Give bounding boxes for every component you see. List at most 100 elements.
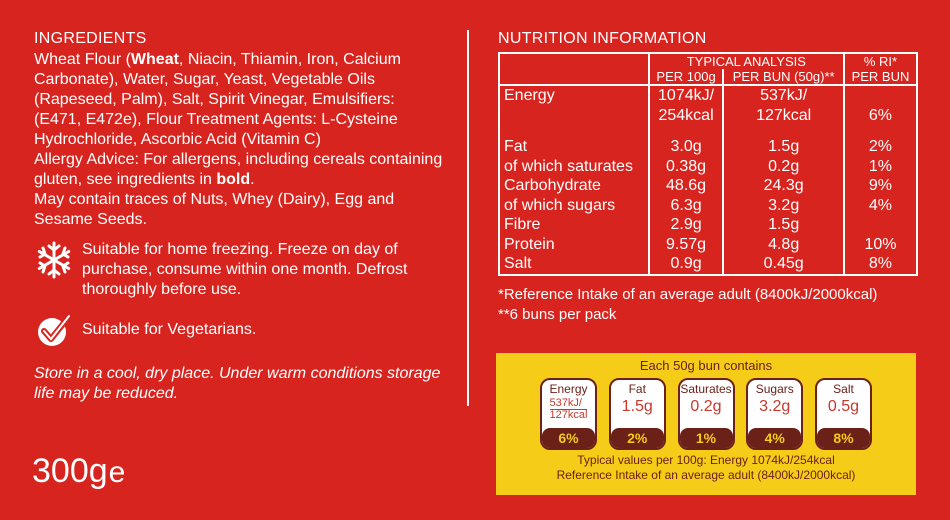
perbun-value: 0.2g <box>722 156 845 176</box>
per100-value: 2.9g <box>647 215 724 235</box>
per100-value: 0.9g <box>647 254 724 276</box>
gda-item-value: 537kJ/127kcal <box>549 397 588 421</box>
table-row: Fibre 2.9g 1.5g <box>498 215 919 235</box>
gda-footer-line: Typical values per 100g: Energy 1074kJ/2… <box>577 453 835 467</box>
gda-item-value-line: 537kJ/ <box>549 397 582 409</box>
gda-footer-line: Reference Intake of an average adult (84… <box>556 468 856 482</box>
gda-item-percent: 6% <box>542 428 595 448</box>
per100-value: 6.3g <box>647 195 724 215</box>
per100-header: PER 100g <box>647 69 724 85</box>
gda-item-value-line: 3.2g <box>759 398 791 415</box>
perbun-value: 0.45g <box>722 254 845 276</box>
per100-value: 254kcal <box>647 105 724 125</box>
pack-footnote: **6 buns per pack <box>498 305 617 323</box>
perbun-value: 127kcal <box>722 105 845 125</box>
allergy-text: Allergy Advice: For allergens, including… <box>34 151 443 188</box>
nutrient-label: Fibre <box>498 215 649 235</box>
gda-item-value-line: 1.5g <box>621 398 653 415</box>
panel-divider <box>467 30 469 406</box>
gda-item-percent: 8% <box>817 428 870 448</box>
gda-item-percent: 2% <box>610 428 664 448</box>
vegetarian-claim: Suitable for Vegetarians. <box>34 310 444 350</box>
nutrition-heading: NUTRITION INFORMATION <box>498 30 707 47</box>
gda-item-value: 0.2g <box>690 398 721 416</box>
ri-value: 4% <box>843 195 919 215</box>
allergy-bold: bold <box>216 171 251 188</box>
nutrient-label: of which saturates <box>498 156 649 176</box>
gda-item-saturates: Saturates 0.2g 1% <box>677 378 735 450</box>
gda-item-value: 0.5g <box>828 398 859 416</box>
table-row: Energy 1074kJ/ 537kJ/ <box>498 85 919 106</box>
gda-item-name: Energy <box>549 382 588 396</box>
ri-value: 2% <box>843 125 919 157</box>
estimated-sign: e <box>108 456 126 489</box>
per100-value: 9.57g <box>647 234 724 254</box>
front-of-pack-label: Each 50g bun contains Energy 537kJ/127kca… <box>496 353 916 495</box>
ingredients-text-part: Wheat Flour ( <box>34 51 131 68</box>
perbun-value: 3.2g <box>722 195 845 215</box>
nutrient-label: Energy <box>498 85 649 106</box>
gda-item-value: 1.5g <box>622 398 653 416</box>
gda-item-value-line: 0.2g <box>690 398 722 415</box>
gda-item-percent: 4% <box>748 428 802 448</box>
ri-value: 9% <box>843 176 919 196</box>
ri-footnote: *Reference Intake of an average adult (8… <box>498 285 878 303</box>
vegetarian-text: Suitable for Vegetarians. <box>82 321 257 338</box>
nutrient-label: Salt <box>498 254 649 276</box>
table-row: 254kcal 127kcal 6% <box>498 105 919 125</box>
typical-analysis-header: TYPICAL ANALYSIS <box>647 53 845 69</box>
nutrition-table: TYPICAL ANALYSIS % RI* PER 100g PER BUN … <box>498 52 919 276</box>
pack-weight: 300ge <box>32 452 125 491</box>
gda-row: Energy 537kJ/127kcal 6% Fat 1.5g 2% Saturates 0… <box>496 373 916 450</box>
storage-instructions: Store in a cool, dry place. Under warm c… <box>34 365 441 402</box>
table-row: Carbohydrate 48.6g 24.3g 9% <box>498 176 919 196</box>
snowflake-icon <box>37 241 71 279</box>
allergy-advice: Allergy Advice: For allergens, including… <box>34 150 444 190</box>
perbun-value: 537kJ/ <box>722 85 845 106</box>
nutrient-label <box>498 105 649 125</box>
gda-item-energy: Energy 537kJ/127kcal 6% <box>540 378 597 450</box>
gda-item-salt: Salt 0.5g 8% <box>815 378 872 450</box>
gda-item-value-line: 127kcal <box>549 409 588 421</box>
freezing-claim: Suitable for home freezing. Freeze on da… <box>34 240 444 300</box>
weight-value: 300g <box>32 452 108 490</box>
ri-perbun-header: PER BUN <box>843 69 919 85</box>
perbun-value: 4.8g <box>722 234 845 254</box>
nutrient-label: Protein <box>498 234 649 254</box>
gda-item-value-line: 0.5g <box>827 398 860 415</box>
gda-item-name: Sugars <box>755 382 794 396</box>
nutrition-panel: NUTRITION INFORMATION TYPICAL ANALYSIS %… <box>498 30 919 326</box>
perbun-value: 1.5g <box>722 125 845 157</box>
nutrient-label: of which sugars <box>498 195 649 215</box>
table-row: Protein 9.57g 4.8g 10% <box>498 234 919 254</box>
table-row: Fat 3.0g 1.5g 2% <box>498 125 919 157</box>
ri-value: 8% <box>843 254 919 276</box>
perbun-value: 1.5g <box>722 215 845 235</box>
gda-item-value: 3.2g <box>759 398 790 416</box>
ingredients-allergen: Wheat <box>130 51 179 68</box>
ri-header: % RI* <box>843 53 919 69</box>
table-row: Salt 0.9g 0.45g 8% <box>498 254 919 276</box>
table-row: of which sugars 6.3g 3.2g 4% <box>498 195 919 215</box>
perbun-header: PER BUN (50g)** <box>722 69 845 85</box>
perbun-value: 24.3g <box>722 176 845 196</box>
traces-warning: May contain traces of Nuts, Whey (Dairy)… <box>34 191 395 228</box>
ingredients-heading: INGREDIENTS <box>34 30 147 47</box>
per100-value: 0.38g <box>647 156 724 176</box>
checkmark-icon <box>38 311 74 346</box>
ingredients-text: Wheat Flour (Wheat, Niacin, Thiamin, Iro… <box>34 50 444 150</box>
nutrient-label: Fat <box>498 125 649 157</box>
gda-title: Each 50g bun contains <box>639 358 773 373</box>
per100-value: 3.0g <box>647 125 724 157</box>
ingredients-text-part: , Niacin, Thiamin, Iron, Calcium Carbona… <box>34 51 401 148</box>
freezing-text: Suitable for home freezing. Freeze on da… <box>82 241 408 298</box>
ri-value: 1% <box>843 156 919 176</box>
allergy-end: . <box>250 171 255 188</box>
per100-value: 1074kJ/ <box>647 85 724 106</box>
ri-value: 10% <box>843 234 919 254</box>
ri-value <box>843 85 919 106</box>
ri-value <box>843 215 919 235</box>
gda-item-name: Saturates <box>680 382 732 396</box>
gda-item-name: Salt <box>833 382 854 396</box>
gda-item-sugars: Sugars 3.2g 4% <box>746 378 804 450</box>
